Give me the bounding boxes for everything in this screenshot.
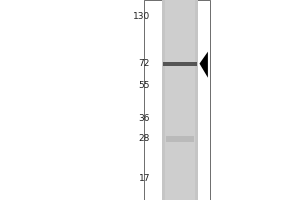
- Text: 36: 36: [139, 114, 150, 123]
- Text: 72: 72: [139, 59, 150, 68]
- Text: 28: 28: [139, 134, 150, 143]
- Text: 17: 17: [139, 174, 150, 183]
- Bar: [162, 0, 198, 200]
- Bar: [163, 62, 197, 66]
- Text: 130: 130: [133, 12, 150, 21]
- Bar: [165, 0, 195, 200]
- Bar: [166, 136, 194, 142]
- Text: 55: 55: [139, 81, 150, 90]
- Polygon shape: [200, 52, 208, 78]
- Bar: [144, 0, 210, 200]
